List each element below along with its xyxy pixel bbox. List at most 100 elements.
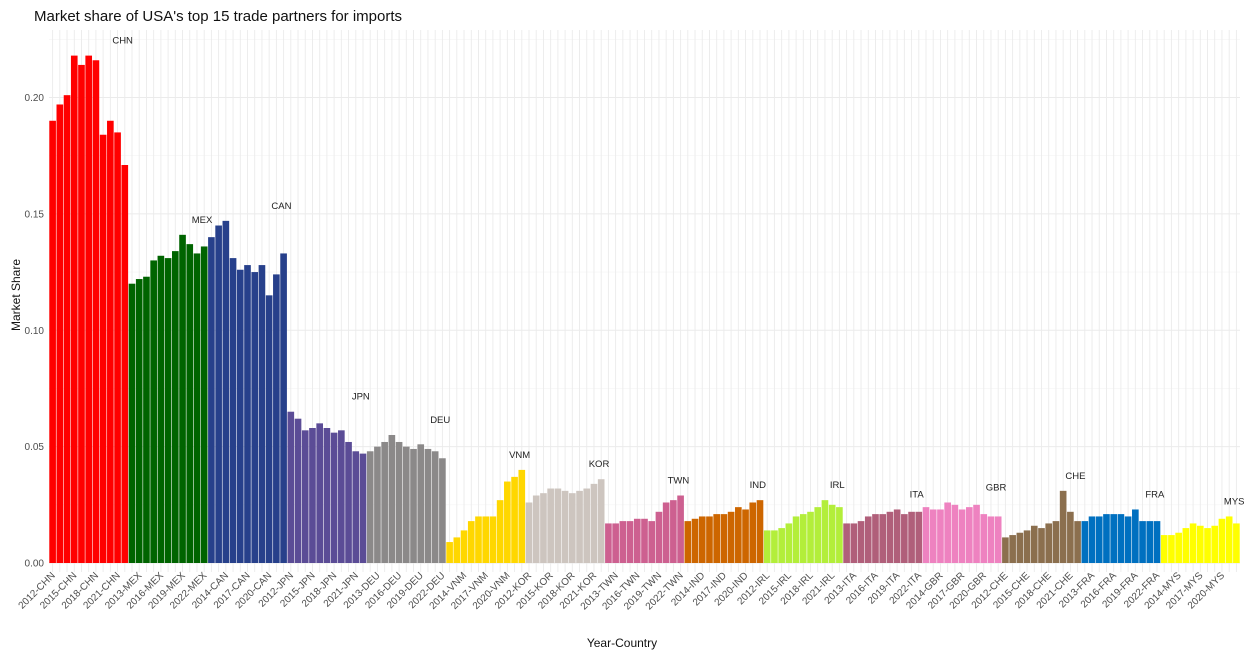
bar-2019-vnm <box>496 500 504 563</box>
bar-2022-jpn <box>359 453 367 563</box>
bar-2014-ind <box>698 516 706 563</box>
annotation-ind: IND <box>750 480 767 491</box>
bar-2017-twn <box>641 518 648 563</box>
bar-2016-jpn <box>316 423 323 563</box>
bar-2022-fra <box>1153 521 1161 563</box>
bar-2020-twn <box>662 502 670 563</box>
bar-2016-fra <box>1110 514 1117 563</box>
bar-2013-irl <box>771 530 778 563</box>
bar-2012-ind <box>684 521 692 563</box>
bar-2020-ita <box>901 514 908 563</box>
bar-2015-jpn <box>309 428 316 563</box>
annotation-gbr: GBR <box>986 482 1007 493</box>
bar-2020-kor <box>583 488 591 563</box>
bar-2016-che <box>1030 525 1038 563</box>
bar-2018-chn <box>92 60 100 563</box>
bar-2018-irl <box>807 511 814 563</box>
bar-2016-irl <box>792 516 800 563</box>
bar-2015-che <box>1023 530 1031 563</box>
bar-2020-jpn <box>345 441 352 563</box>
bar-2020-irl <box>821 500 829 563</box>
bar-2022-ita <box>915 511 923 563</box>
bar-2013-deu <box>374 446 381 564</box>
bar-2015-fra <box>1103 514 1110 563</box>
y-tick-label: 0.05 <box>25 442 45 453</box>
bar-2013-kor <box>532 495 540 563</box>
chart-title: Market share of USA's top 15 trade partn… <box>34 8 402 25</box>
bar-2021-jpn <box>352 451 360 563</box>
bar-2022-chn <box>121 165 129 563</box>
bar-2015-twn <box>626 521 634 563</box>
bar-2021-can <box>273 274 280 563</box>
bar-2018-mys <box>1204 528 1211 563</box>
bar-2017-vnm <box>482 516 490 563</box>
bar-2012-gbr <box>922 507 930 563</box>
country-annotations: CHN MEX CAN JPN DEU VNM KOR TWN IND IRL ITA GBR CHE F… <box>112 36 1244 508</box>
y-tick-label: 0.00 <box>25 559 45 570</box>
bar-2021-deu <box>431 451 439 563</box>
bar-2016-can <box>236 269 244 563</box>
bar-2017-mys <box>1196 525 1204 563</box>
annotation-fra: FRA <box>1145 489 1165 500</box>
bar-2014-deu <box>381 441 388 563</box>
bar-2016-gbr <box>951 504 959 563</box>
bar-2022-vnm <box>518 469 526 563</box>
bar-2022-deu <box>439 458 446 563</box>
bar-2016-deu <box>395 441 403 563</box>
bar-2014-fra <box>1095 516 1103 563</box>
bar-2018-che <box>1045 523 1053 563</box>
bar-2018-mex <box>172 251 179 563</box>
y-tick-label: 0.10 <box>25 326 45 337</box>
bar-2018-gbr <box>966 507 973 563</box>
bar-2012-mex <box>128 283 136 563</box>
bar-2018-deu <box>410 448 417 563</box>
annotation-che: CHE <box>1065 471 1085 482</box>
bar-2015-gbr <box>944 502 951 563</box>
bar-2014-twn <box>619 521 627 563</box>
bar-2013-vnm <box>453 537 461 563</box>
bar-2016-twn <box>633 518 641 563</box>
bar-2021-ita <box>908 511 915 563</box>
bar-2012-fra <box>1081 521 1089 563</box>
y-axis-ticks: 0.00 0.05 0.10 0.15 0.20 <box>25 93 45 570</box>
bar-2013-ind <box>691 518 699 563</box>
bar-2017-fra <box>1117 514 1125 563</box>
bar-2012-vnm <box>446 542 453 563</box>
bar-2012-jpn <box>287 411 295 563</box>
bar-2015-irl <box>785 523 793 563</box>
bar-2016-mys <box>1189 523 1197 563</box>
bar-2012-irl <box>763 530 771 563</box>
bar-2013-twn <box>612 523 619 563</box>
bar-2017-gbr <box>958 509 966 563</box>
bar-2017-che <box>1038 528 1045 563</box>
bar-2013-chn <box>56 104 64 563</box>
bar-2014-jpn <box>301 430 309 563</box>
bar-2022-ind <box>756 500 764 563</box>
bar-2020-chn <box>107 120 114 564</box>
bar-2014-ita <box>857 521 865 563</box>
bar-2022-mex <box>200 246 208 563</box>
bar-2019-deu <box>417 444 425 563</box>
bar-2016-kor <box>554 488 562 563</box>
bar-2018-vnm <box>489 516 497 563</box>
bar-2014-mex <box>143 276 150 563</box>
bar-2021-irl <box>828 504 836 563</box>
bar-2019-chn <box>99 134 107 564</box>
bar-2015-kor <box>547 488 554 563</box>
bar-2015-ita <box>864 516 872 563</box>
bar-2016-ita <box>872 514 879 563</box>
x-axis-title: Year-Country <box>587 636 657 650</box>
bar-2020-che <box>1059 490 1067 563</box>
bar-2016-mex <box>157 255 165 563</box>
bar-2020-deu <box>424 448 432 563</box>
bar-2017-jpn <box>323 428 331 563</box>
bar-2017-irl <box>799 514 807 563</box>
bar-2022-irl <box>836 507 843 563</box>
bar-2014-chn <box>63 95 71 564</box>
bar-2022-twn <box>677 495 684 563</box>
bar-2022-can <box>280 253 287 563</box>
bar-2014-mys <box>1175 532 1182 563</box>
bar-2013-mys <box>1168 535 1175 563</box>
bar-2013-jpn <box>294 418 302 563</box>
bars <box>49 55 1240 564</box>
